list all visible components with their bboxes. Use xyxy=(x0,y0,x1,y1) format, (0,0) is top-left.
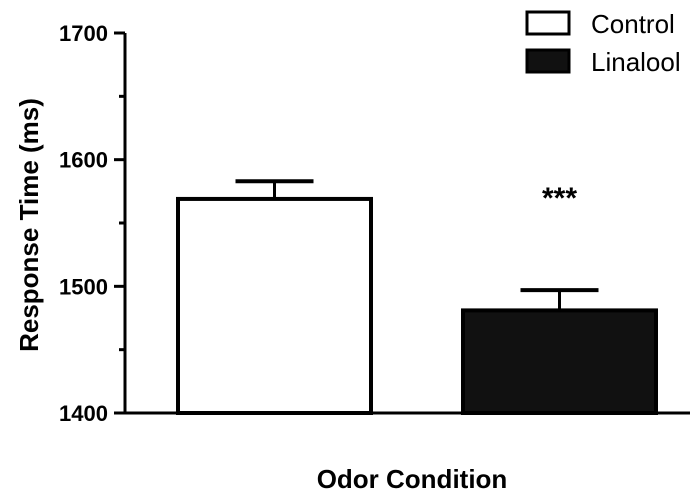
legend-swatch-linalool xyxy=(525,48,571,74)
x-axis-title: Odor Condition xyxy=(317,464,508,494)
bar-linalool xyxy=(461,308,658,415)
bar-control xyxy=(176,196,373,415)
legend-swatch-control xyxy=(525,10,571,36)
y-axis-title: Response Time (ms) xyxy=(14,98,44,352)
legend: Control Linalool xyxy=(525,9,681,77)
legend-label-control: Control xyxy=(591,9,675,39)
y-tick-label: 1400 xyxy=(59,401,108,426)
y-tick-label: 1500 xyxy=(59,274,108,299)
legend-label-linalool: Linalool xyxy=(591,47,681,77)
y-tick-label: 1700 xyxy=(59,21,108,46)
y-tick-label: 1600 xyxy=(59,148,108,173)
significance-marker: *** xyxy=(542,182,577,215)
plot-area: 1400 1500 1600 1700 *** xyxy=(59,21,690,426)
